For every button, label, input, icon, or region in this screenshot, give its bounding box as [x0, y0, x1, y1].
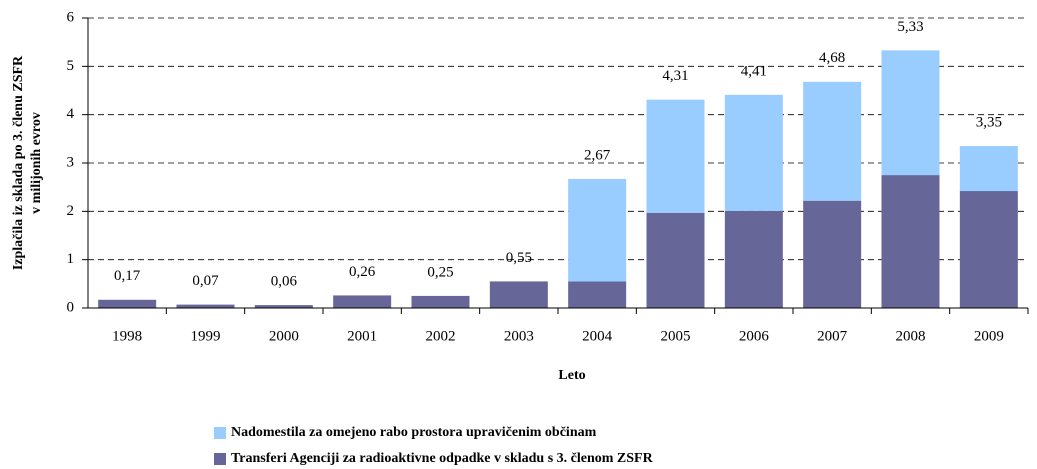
x-tick-label: 1999 [191, 328, 221, 344]
legend-label: Transferi Agenciji za radioaktivne odpad… [231, 451, 654, 466]
total-label: 4,41 [741, 63, 767, 79]
bar-segment [176, 304, 235, 308]
bar-segment [98, 299, 157, 308]
y-tick-label: 3 [67, 154, 75, 170]
x-tick-label: 2006 [739, 328, 770, 344]
x-tick-label: 2000 [269, 328, 299, 344]
x-tick-label: 2003 [504, 328, 534, 344]
x-tick-label: 2001 [347, 328, 377, 344]
total-label: 5,33 [897, 19, 923, 35]
y-axis-title: v milijonih evrov [29, 112, 44, 214]
total-label: 0,07 [192, 273, 219, 289]
total-label: 3,35 [976, 115, 1002, 131]
y-tick-label: 6 [67, 9, 75, 25]
bar-segment [568, 178, 627, 282]
bar-segment [959, 146, 1018, 192]
total-label: 4,68 [819, 50, 845, 66]
bar-segment [881, 175, 940, 308]
y-tick-label: 2 [67, 203, 75, 219]
x-tick-label: 2007 [817, 328, 848, 344]
bar-segment [489, 281, 548, 308]
bar-segment [881, 50, 940, 176]
bar-segment [646, 99, 705, 213]
y-tick-label: 4 [67, 106, 75, 122]
bar-segment [254, 305, 313, 308]
x-tick-label: 2008 [896, 328, 926, 344]
legend-swatch [214, 427, 226, 439]
bar-segment [411, 295, 470, 308]
y-tick-label: 5 [67, 58, 75, 74]
x-tick-label: 2009 [974, 328, 1004, 344]
bar-segment [646, 212, 705, 308]
total-label: 0,25 [427, 264, 453, 280]
bar-segment [724, 94, 783, 211]
bar-segment [333, 295, 392, 308]
bar-segment [803, 200, 862, 308]
total-label: 4,31 [662, 68, 688, 84]
total-label: 0,55 [506, 250, 532, 266]
bar-segment [724, 210, 783, 308]
total-label: 0,17 [114, 268, 141, 284]
x-axis-title: Leto [558, 368, 585, 383]
bar-segment [803, 81, 862, 201]
y-axis-title: Izplačila iz sklada po 3. členu ZSFR [11, 55, 26, 270]
y-tick-label: 0 [67, 299, 75, 315]
bar-segment [568, 281, 627, 308]
x-tick-label: 2005 [661, 328, 691, 344]
legend-label: Nadomestila za omejeno rabo prostora upr… [231, 425, 597, 440]
legend-swatch [214, 453, 226, 465]
total-label: 0,06 [271, 274, 298, 290]
total-label: 2,67 [584, 147, 611, 163]
bar-segment [959, 191, 1018, 308]
x-tick-label: 2002 [426, 328, 456, 344]
x-tick-label: 1998 [112, 328, 142, 344]
x-tick-label: 2004 [582, 328, 613, 344]
total-label: 0,26 [349, 264, 376, 280]
y-tick-label: 1 [67, 251, 75, 267]
